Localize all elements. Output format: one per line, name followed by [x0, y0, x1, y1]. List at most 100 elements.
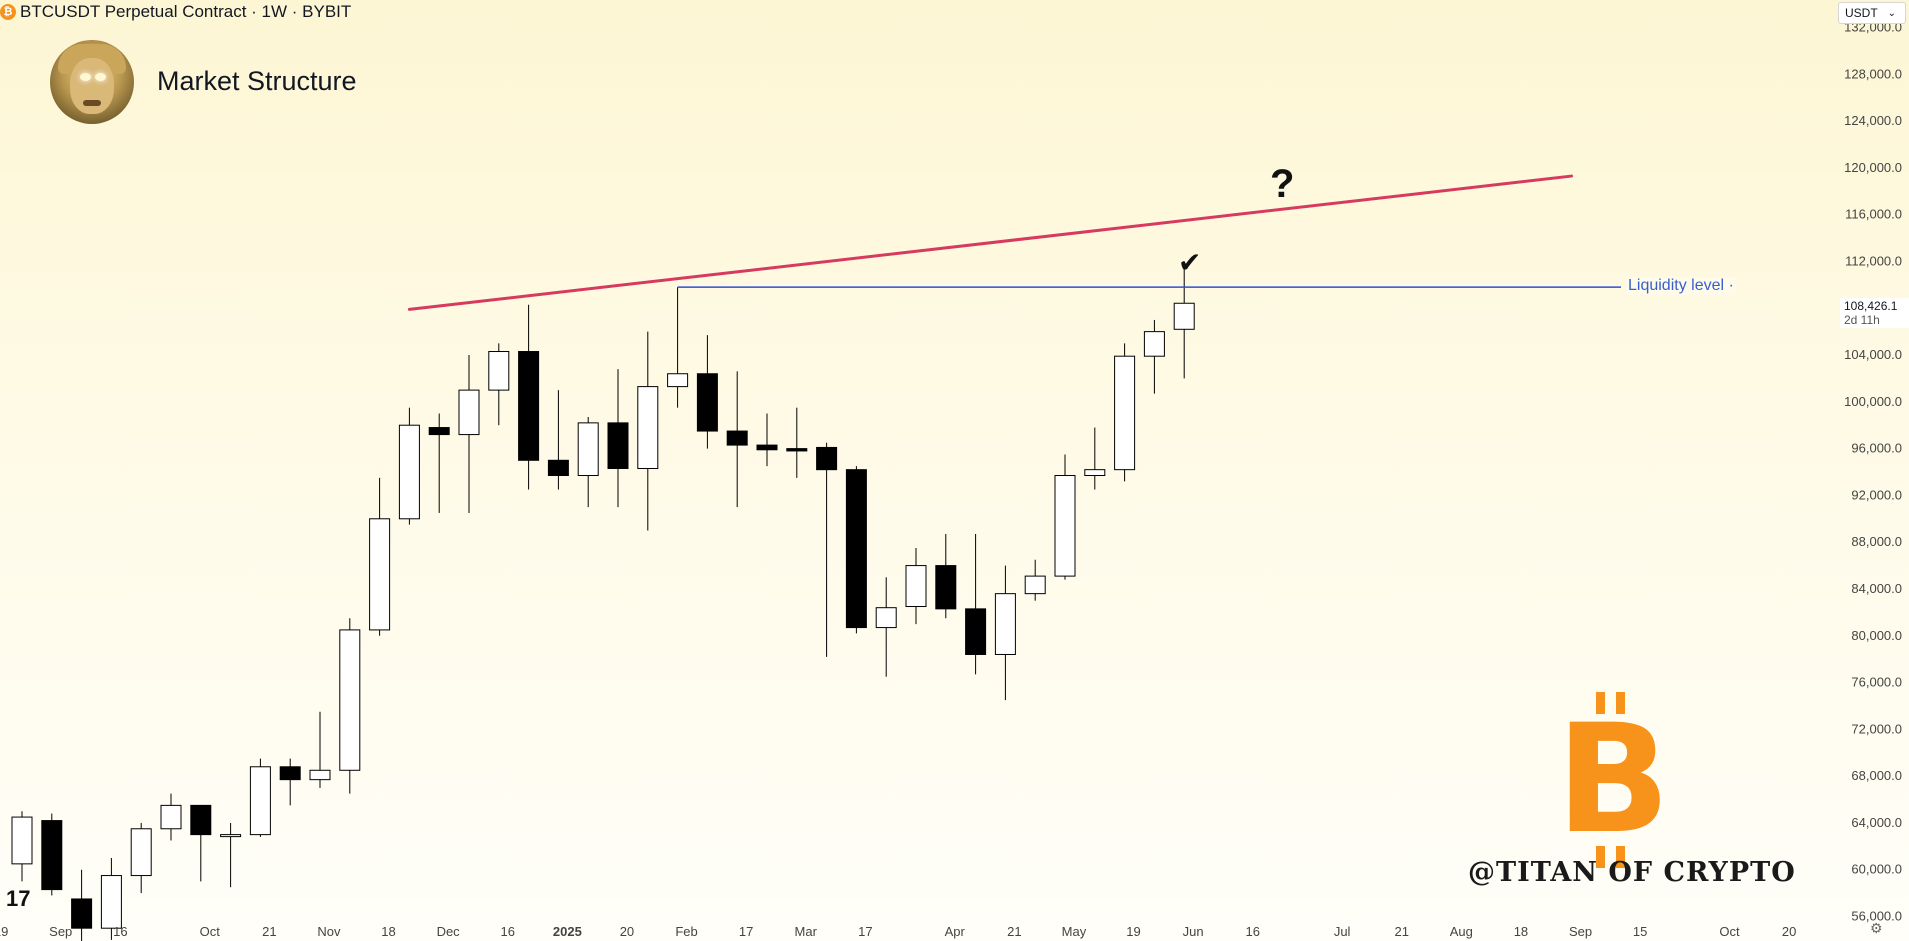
time-tick-label: Oct: [200, 924, 221, 939]
time-tick-label: 18: [1514, 924, 1528, 939]
candle-body: [71, 898, 93, 929]
candle-body: [1054, 475, 1076, 577]
time-tick-label: Aug: [1450, 924, 1473, 939]
candle-body: [1143, 331, 1165, 357]
time-tick-label: Apr: [945, 924, 966, 939]
time-tick-label: 18: [381, 924, 395, 939]
time-tick-label: 20: [1782, 924, 1796, 939]
time-tick-label: May: [1062, 924, 1087, 939]
candle-body: [577, 422, 599, 477]
time-tick-label: Oct: [1719, 924, 1740, 939]
time-tick-label: 21: [1007, 924, 1021, 939]
candle-body: [518, 351, 540, 461]
candle-body: [965, 608, 987, 655]
time-tick-label: Sep: [49, 924, 72, 939]
time-tick-label: 19: [0, 924, 8, 939]
candle-body: [279, 766, 301, 781]
price-tick-label: 84,000.0: [1851, 581, 1902, 596]
time-tick-label: Sep: [1569, 924, 1592, 939]
time-tick-label: 16: [1246, 924, 1260, 939]
current-price-badge: 108,426.1 2d 11h: [1840, 298, 1909, 328]
candle-body: [309, 769, 331, 781]
candle-body: [875, 607, 897, 629]
candle-body: [220, 834, 242, 838]
time-tick-label: Mar: [795, 924, 818, 939]
candle-body: [11, 816, 33, 865]
current-price-value: 108,426.1: [1844, 299, 1898, 313]
candle-body: [339, 629, 361, 771]
candle-body: [726, 430, 748, 446]
currency-unit-label: USDT: [1845, 6, 1878, 20]
candle-body: [1024, 575, 1046, 595]
candle-body: [696, 373, 718, 432]
candle-body: [369, 518, 391, 631]
bitcoin-coin-icon: ₿: [0, 4, 16, 20]
time-tick-label: 21: [1395, 924, 1409, 939]
symbol-title: BTCUSDT Perpetual Contract · 1W · BYBIT: [20, 2, 352, 21]
candle-body: [667, 373, 689, 388]
time-tick-label: Feb: [675, 924, 697, 939]
candle-body: [994, 593, 1016, 655]
candle-body: [100, 875, 122, 929]
time-tick-label: Nov: [317, 924, 341, 939]
time-tick-label: 20: [620, 924, 634, 939]
candle-body: [1084, 469, 1106, 477]
candle-body: [905, 565, 927, 608]
price-tick-label: 116,000.0: [1845, 207, 1902, 222]
price-tick-label: 92,000.0: [1851, 487, 1902, 502]
candle-body: [845, 469, 867, 629]
checkmark-icon: ✔: [1178, 247, 1202, 278]
bitcoin-logo-icon: B: [1556, 692, 1671, 868]
time-tick-label: Dec: [437, 924, 461, 939]
tradingview-logo-icon[interactable]: 17: [6, 886, 31, 911]
candle-body: [41, 820, 63, 891]
liquidity-level-label: Liquidity level ·: [1626, 277, 1736, 295]
price-tick-label: 60,000.0: [1851, 862, 1902, 877]
resistance-trendline: [407, 174, 1574, 311]
candle-body: [249, 766, 271, 836]
price-tick-label: 124,000.0: [1844, 113, 1902, 128]
time-tick-label: Jul: [1334, 924, 1351, 939]
time-tick-label: 19: [1126, 924, 1140, 939]
candle-body: [190, 804, 212, 836]
price-tick-label: 68,000.0: [1851, 768, 1902, 783]
price-tick-label: 80,000.0: [1851, 628, 1902, 643]
candle-body: [428, 427, 450, 436]
candle-body: [130, 828, 152, 877]
time-tick-label: 21: [262, 924, 276, 939]
price-tick-label: 104,000.0: [1844, 347, 1902, 362]
price-tick-label: 88,000.0: [1851, 534, 1902, 549]
price-tick-label: 96,000.0: [1851, 441, 1902, 456]
candle-body: [1114, 355, 1136, 471]
price-tick-label: 128,000.0: [1844, 66, 1902, 81]
author-avatar: [50, 40, 134, 124]
price-tick-label: 120,000.0: [1844, 160, 1902, 175]
candle-body: [756, 444, 778, 451]
candle-body: [488, 351, 510, 391]
candle-body: [1173, 302, 1195, 330]
time-tick-label: 16: [113, 924, 127, 939]
time-tick-label: 2025: [553, 924, 582, 939]
price-tick-label: 72,000.0: [1851, 721, 1902, 736]
price-tick-label: 112,000.0: [1845, 253, 1902, 268]
price-tick-label: 76,000.0: [1851, 675, 1902, 690]
time-tick-label: 17: [739, 924, 753, 939]
author-watermark: @TITAN OF CRYPTO: [1468, 857, 1796, 888]
gear-icon[interactable]: ⚙: [1870, 920, 1883, 936]
candle-body: [607, 422, 629, 469]
currency-unit-select[interactable]: USDT ⌄: [1838, 2, 1906, 24]
chevron-down-icon: ⌄: [1887, 7, 1897, 19]
candle-body: [637, 386, 659, 469]
price-tick-label: 56,000.0: [1851, 909, 1902, 924]
candle-body: [786, 448, 808, 452]
candle-body: [398, 424, 420, 520]
symbol-header[interactable]: ₿ BTCUSDT Perpetual Contract · 1W · BYBI…: [0, 0, 351, 24]
chart-caption-title: Market Structure: [157, 66, 357, 96]
price-tick-label: 64,000.0: [1851, 815, 1902, 830]
candle-body: [547, 459, 569, 477]
question-mark-annotation: ?: [1270, 162, 1295, 206]
time-tick-label: 16: [501, 924, 515, 939]
candle-body: [458, 389, 480, 436]
time-tick-label: 15: [1633, 924, 1647, 939]
